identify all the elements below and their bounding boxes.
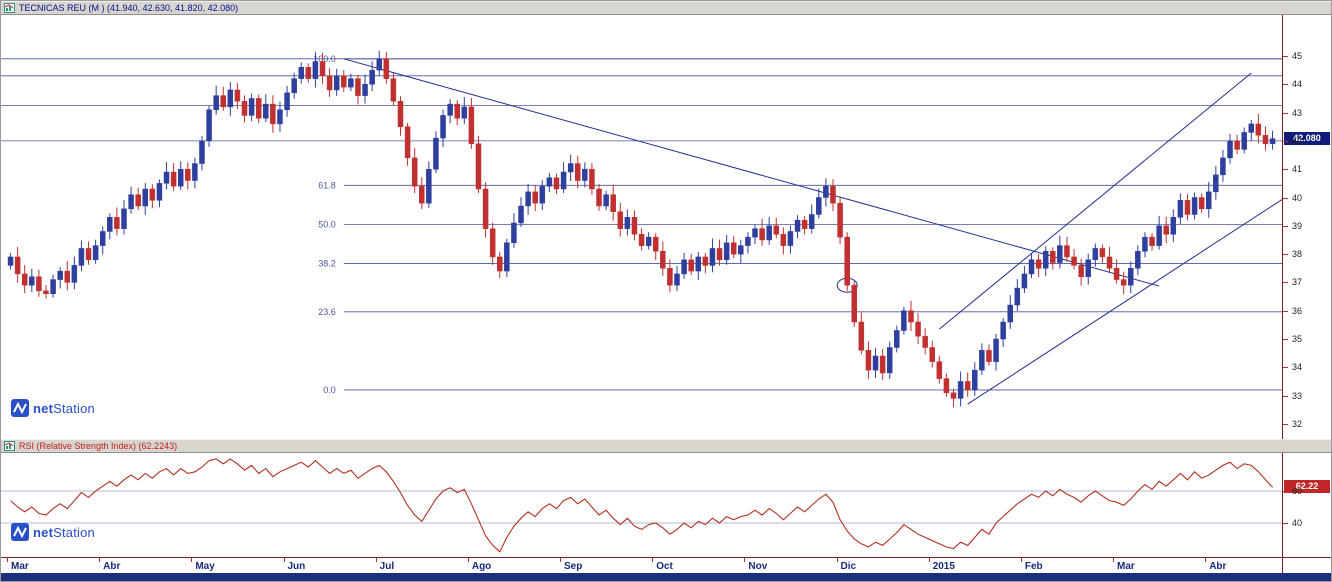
month-label: Mar <box>1117 561 1135 572</box>
month-tick-mark <box>928 558 930 562</box>
month-tick-mark <box>467 558 469 562</box>
axis-tick-label: 38 <box>1292 249 1303 260</box>
axis-tick-mark <box>1283 491 1288 492</box>
axis-tick-mark <box>1283 310 1288 312</box>
month-tick-mark <box>836 558 838 562</box>
month-label: Mar <box>11 561 29 572</box>
price-chart-canvas[interactable]: 100.0 61.8 50.0 38.2 23.6 0.0 <box>1 15 1282 440</box>
month-tick-mark <box>99 558 101 562</box>
axis-tick-label: 45 <box>1292 51 1303 61</box>
axis-tick-label: 44 <box>1292 79 1303 90</box>
rsi-titlebar: RSI (Relative Strength Index) (62.2243) <box>1 439 1331 453</box>
price-chart-titlebar: TECNICAS REU (M ) (41.940, 42.630, 41.82… <box>1 1 1331 15</box>
netstation-logo-icon <box>11 399 29 417</box>
rsi-gridlines <box>1 490 1282 524</box>
date-axis[interactable]: Mar Abr May Jun Jul Ago Sep Oct Nov Dic 2015 Feb Mar… <box>1 557 1331 574</box>
fib-level-label: 61.8 <box>318 180 336 190</box>
axis-tick-label: 42 <box>1292 135 1303 146</box>
netstation-logo-text: netStation <box>33 401 95 416</box>
logo-station: Station <box>53 400 95 416</box>
axis-tick-label: 37 <box>1292 277 1303 288</box>
axis-tick-mark <box>1283 523 1288 524</box>
logo-net: net <box>33 400 54 416</box>
rsi-line[interactable] <box>10 458 1274 553</box>
axis-tick-label: 35 <box>1292 334 1303 344</box>
axis-tick-mark <box>1283 339 1288 340</box>
month-tick-mark <box>652 558 654 562</box>
logo-station: Station <box>53 524 95 540</box>
axis-tick-label: 60 <box>1292 486 1303 496</box>
month-label: Abr <box>103 561 121 572</box>
axis-tick-mark <box>1283 423 1288 425</box>
axis-tick-label: 40 <box>1292 518 1303 528</box>
axis-tick-label: 39 <box>1292 220 1303 231</box>
netstation-logo-text: netStation <box>33 525 95 540</box>
axis-tick-mark <box>1283 282 1288 284</box>
axis-tick-mark <box>1283 169 1288 171</box>
month-label: Jul <box>379 561 395 572</box>
axis-tick-mark <box>1283 254 1288 256</box>
axis-tick-label: 33 <box>1292 390 1303 401</box>
axis-tick-label: 32 <box>1292 418 1303 429</box>
fib-level-label: 38.2 <box>318 258 336 268</box>
horizontal-lines[interactable] <box>1 58 1282 142</box>
rsi-value-badge: 62.22 <box>1284 480 1330 494</box>
axis-tick-mark <box>1283 395 1288 397</box>
rsi-panel: RSI (Relative Strength Index) (62.2243) … <box>1 439 1331 558</box>
axis-tick-mark <box>1283 56 1288 57</box>
axis-tick-label: 40 <box>1292 192 1303 203</box>
axis-tick-label: 41 <box>1292 164 1303 175</box>
month-label: Oct <box>656 561 673 572</box>
fib-level-label: 50.0 <box>318 219 336 229</box>
logo-net: net <box>33 524 54 540</box>
netstation-logo-icon <box>11 523 29 541</box>
month-tick-mark <box>744 558 746 562</box>
month-label: Feb <box>1024 561 1043 572</box>
month-tick-mark <box>1113 558 1115 562</box>
month-label: Jun <box>287 561 306 572</box>
candlesticks[interactable] <box>7 50 1276 408</box>
month-tick-mark <box>191 558 193 562</box>
month-label: 2015 <box>932 561 955 572</box>
month-label: Sep <box>564 561 583 572</box>
axis-corner <box>1282 558 1331 574</box>
netstation-logo: netStation <box>11 399 95 417</box>
month-label: Abr <box>1209 561 1227 572</box>
month-tick-mark <box>1205 558 1207 562</box>
month-tick-mark <box>375 558 377 562</box>
fib-level-label: 100.0 <box>313 54 336 64</box>
axis-tick-mark <box>1283 225 1288 227</box>
price-chart-title: TECNICAS REU (M ) (41.940, 42.630, 41.82… <box>19 3 239 13</box>
axis-tick-label: 36 <box>1292 305 1303 316</box>
month-label: Ago <box>471 561 492 572</box>
chart-icon <box>4 441 15 451</box>
rsi-chart-canvas[interactable] <box>1 453 1282 558</box>
fib-level-label: 0.0 <box>323 385 336 395</box>
month-tick-mark <box>7 558 8 562</box>
netstation-logo: netStation <box>11 523 95 541</box>
trend-lines[interactable] <box>343 58 1282 405</box>
axis-tick-label: 34 <box>1292 362 1303 373</box>
bottom-status-strip <box>1 573 1331 581</box>
month-tick-mark <box>560 558 562 562</box>
axis-tick-label: 43 <box>1292 107 1303 118</box>
price-chart-panel: TECNICAS REU (M ) (41.940, 42.630, 41.82… <box>1 1 1331 440</box>
month-tick-mark <box>1020 558 1022 562</box>
axis-tick-mark <box>1283 84 1288 86</box>
chart-icon <box>4 3 15 13</box>
month-label: Dic <box>840 561 857 572</box>
axis-tick-mark <box>1283 197 1288 199</box>
axis-tick-mark <box>1283 140 1288 142</box>
month-label: May <box>195 561 215 572</box>
last-price-badge: 42.080 <box>1284 131 1330 145</box>
fib-level-label: 23.6 <box>318 307 336 317</box>
axis-tick-mark <box>1283 367 1288 369</box>
axis-tick-mark <box>1283 112 1288 114</box>
rsi-axis[interactable]: 62.22 60 40 <box>1282 453 1331 557</box>
rsi-title: RSI (Relative Strength Index) (62.2243) <box>19 441 178 451</box>
month-tick-mark <box>283 558 285 562</box>
month-label: Nov <box>748 561 768 572</box>
price-axis[interactable]: 42.080 45 44 43 42 41 40 39 38 37 36 35 34 33 32 <box>1282 15 1331 439</box>
